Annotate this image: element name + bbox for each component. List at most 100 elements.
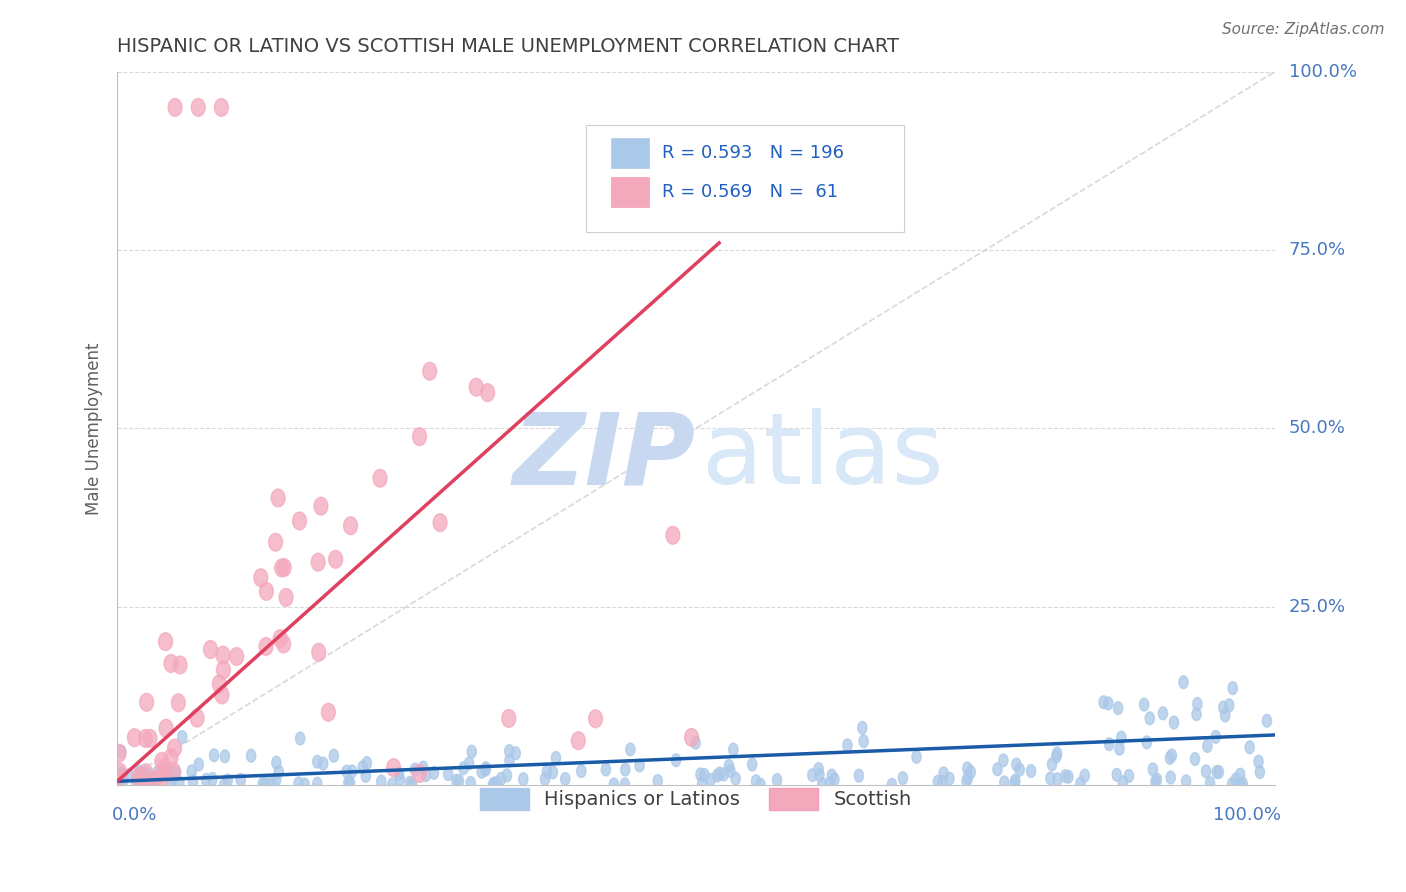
Ellipse shape	[467, 777, 475, 789]
Ellipse shape	[132, 768, 146, 786]
Ellipse shape	[141, 775, 155, 793]
Ellipse shape	[548, 766, 558, 779]
Ellipse shape	[111, 771, 125, 789]
Ellipse shape	[139, 730, 152, 747]
Ellipse shape	[1144, 712, 1154, 724]
Ellipse shape	[112, 764, 127, 781]
Ellipse shape	[962, 775, 972, 788]
Ellipse shape	[1246, 741, 1254, 754]
Ellipse shape	[1053, 747, 1062, 760]
Ellipse shape	[177, 731, 187, 744]
Ellipse shape	[277, 558, 291, 576]
Ellipse shape	[1125, 770, 1133, 782]
Ellipse shape	[131, 774, 141, 788]
Ellipse shape	[1219, 701, 1227, 714]
Ellipse shape	[271, 774, 281, 787]
Ellipse shape	[112, 744, 127, 762]
Ellipse shape	[470, 378, 484, 396]
Ellipse shape	[260, 582, 273, 600]
Ellipse shape	[818, 778, 827, 791]
Ellipse shape	[363, 756, 371, 770]
Ellipse shape	[294, 777, 304, 789]
Ellipse shape	[219, 778, 229, 791]
Ellipse shape	[1205, 777, 1215, 789]
Ellipse shape	[269, 533, 283, 551]
Ellipse shape	[1105, 738, 1114, 750]
Ellipse shape	[274, 559, 288, 577]
Ellipse shape	[217, 646, 231, 664]
Ellipse shape	[1099, 696, 1108, 708]
Ellipse shape	[143, 774, 153, 787]
Ellipse shape	[419, 761, 427, 774]
Ellipse shape	[157, 764, 172, 781]
Ellipse shape	[1263, 714, 1271, 727]
Ellipse shape	[1232, 773, 1240, 786]
Ellipse shape	[212, 675, 226, 693]
Ellipse shape	[373, 469, 387, 487]
Ellipse shape	[477, 765, 486, 779]
Ellipse shape	[609, 778, 619, 791]
Ellipse shape	[134, 772, 148, 789]
Ellipse shape	[271, 489, 285, 507]
Ellipse shape	[412, 428, 426, 446]
Ellipse shape	[934, 775, 942, 789]
Ellipse shape	[346, 776, 354, 789]
Ellipse shape	[394, 767, 404, 780]
Ellipse shape	[1116, 731, 1126, 744]
Text: 100.0%: 100.0%	[1212, 806, 1281, 824]
Ellipse shape	[842, 739, 852, 752]
Ellipse shape	[636, 759, 644, 772]
Ellipse shape	[748, 758, 756, 771]
Ellipse shape	[229, 648, 243, 665]
Ellipse shape	[117, 745, 127, 758]
Ellipse shape	[1225, 698, 1234, 712]
Ellipse shape	[236, 773, 246, 786]
Ellipse shape	[1211, 731, 1220, 743]
Ellipse shape	[451, 774, 461, 788]
Ellipse shape	[1227, 778, 1237, 790]
Ellipse shape	[314, 497, 328, 515]
Ellipse shape	[751, 775, 761, 788]
Ellipse shape	[718, 768, 728, 780]
Ellipse shape	[1166, 752, 1174, 764]
Ellipse shape	[827, 769, 837, 782]
Ellipse shape	[1139, 698, 1149, 711]
Text: 25.0%: 25.0%	[1289, 598, 1346, 615]
Ellipse shape	[188, 775, 198, 788]
Ellipse shape	[939, 767, 948, 780]
Ellipse shape	[1047, 758, 1057, 771]
Ellipse shape	[429, 766, 439, 780]
Ellipse shape	[1060, 770, 1070, 782]
Ellipse shape	[1202, 765, 1211, 778]
Ellipse shape	[963, 762, 972, 775]
Ellipse shape	[728, 743, 738, 756]
Ellipse shape	[1170, 716, 1178, 729]
Ellipse shape	[938, 776, 946, 789]
Ellipse shape	[259, 777, 267, 790]
Ellipse shape	[139, 766, 149, 780]
Ellipse shape	[1181, 775, 1191, 788]
Ellipse shape	[1192, 707, 1201, 721]
Text: R = 0.593   N = 196: R = 0.593 N = 196	[662, 144, 845, 161]
Ellipse shape	[299, 778, 309, 791]
Ellipse shape	[395, 772, 405, 786]
Ellipse shape	[756, 779, 765, 791]
Ellipse shape	[1115, 742, 1125, 756]
Ellipse shape	[725, 764, 735, 777]
Ellipse shape	[165, 748, 179, 766]
Ellipse shape	[260, 777, 270, 790]
Ellipse shape	[167, 778, 176, 790]
Ellipse shape	[344, 776, 353, 789]
Ellipse shape	[887, 779, 897, 791]
Ellipse shape	[312, 643, 326, 661]
Ellipse shape	[1191, 753, 1199, 765]
Ellipse shape	[855, 769, 863, 782]
Ellipse shape	[1159, 707, 1167, 720]
Ellipse shape	[215, 98, 228, 116]
Ellipse shape	[433, 514, 447, 532]
Ellipse shape	[194, 758, 204, 771]
Ellipse shape	[159, 719, 173, 737]
Ellipse shape	[274, 765, 284, 778]
Ellipse shape	[1112, 768, 1122, 781]
Ellipse shape	[322, 704, 335, 722]
